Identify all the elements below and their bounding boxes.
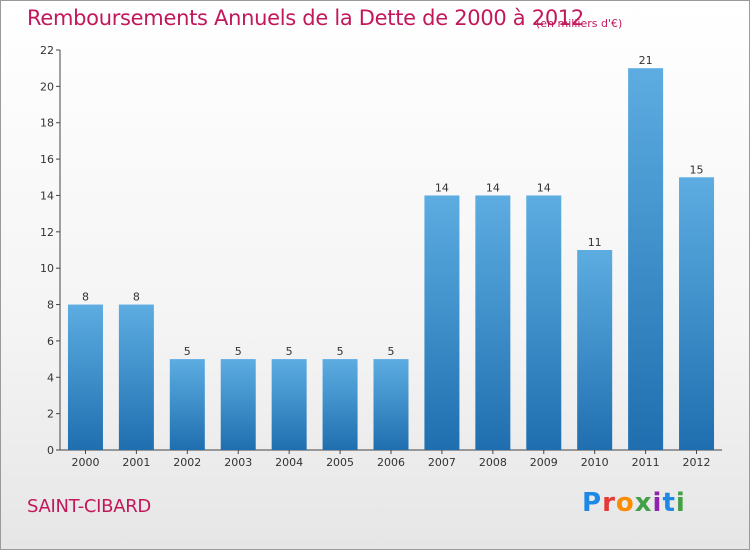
y-tick-label: 6 — [47, 335, 54, 348]
bar-2005 — [322, 359, 358, 450]
bar-2002 — [169, 359, 205, 450]
chart-title: Remboursements Annuels de la Dette de 20… — [27, 6, 584, 30]
y-tick-label: 2 — [47, 408, 54, 421]
unit-note: (en milliers d'€) — [536, 17, 623, 30]
y-tick-label: 4 — [47, 371, 54, 384]
bar-2008 — [475, 195, 511, 450]
x-tick-label-2004: 2004 — [275, 456, 303, 469]
x-tick-label-2003: 2003 — [224, 456, 252, 469]
bars-group — [67, 68, 715, 451]
x-tick-label-2009: 2009 — [530, 456, 558, 469]
commune-name: SAINT-CIBARD — [27, 496, 151, 517]
bar-value-label-2001: 8 — [133, 291, 140, 304]
y-tick-label: 10 — [40, 262, 54, 275]
bar-value-label-2004: 5 — [286, 345, 293, 358]
bar-2004 — [271, 359, 307, 450]
bar-value-label-2011: 21 — [639, 54, 653, 67]
bar-value-label-2012: 15 — [690, 163, 704, 176]
x-tick-label-2010: 2010 — [581, 456, 609, 469]
bar-2010 — [577, 250, 613, 450]
x-tick-label-2007: 2007 — [428, 456, 456, 469]
bar-2000 — [67, 304, 103, 450]
bar-value-label-2009: 14 — [537, 181, 551, 194]
y-tick-label: 0 — [47, 444, 54, 457]
bar-2003 — [220, 359, 256, 450]
x-tick-label-2012: 2012 — [683, 456, 711, 469]
bar-2001 — [118, 304, 154, 450]
y-tick-label: 22 — [40, 44, 54, 57]
proxiti-logo[interactable]: Proxiti — [582, 488, 686, 518]
y-tick-label: 12 — [40, 226, 54, 239]
bar-value-label-2010: 11 — [588, 236, 602, 249]
x-tick-label-2001: 2001 — [122, 456, 150, 469]
bar-value-label-2005: 5 — [337, 345, 344, 358]
bar-value-label-2008: 14 — [486, 181, 500, 194]
x-tick-label-2000: 2000 — [71, 456, 99, 469]
y-tick-label: 16 — [40, 153, 54, 166]
y-tick-label: 18 — [40, 117, 54, 130]
bar-value-label-2000: 8 — [82, 291, 89, 304]
x-tick-label-2002: 2002 — [173, 456, 201, 469]
bar-2012 — [679, 177, 715, 451]
labels-group: 2000 8 2001 8 2002 5 2003 5 2004 5 2005 5 2006 5 2007 1… — [71, 54, 710, 469]
y-tick-label: 14 — [40, 189, 54, 202]
bar-2007 — [424, 195, 460, 450]
bar-value-label-2002: 5 — [184, 345, 191, 358]
bar-value-label-2006: 5 — [388, 345, 395, 358]
y-tick-label: 20 — [40, 80, 54, 93]
bar-2009 — [526, 195, 562, 450]
x-tick-label-2006: 2006 — [377, 456, 405, 469]
bar-2011 — [628, 68, 664, 450]
bar-value-label-2007: 14 — [435, 181, 449, 194]
y-tick-label: 8 — [47, 299, 54, 312]
x-tick-label-2005: 2005 — [326, 456, 354, 469]
x-tick-label-2008: 2008 — [479, 456, 507, 469]
bar-value-label-2003: 5 — [235, 345, 242, 358]
bar-2006 — [373, 359, 409, 450]
x-tick-label-2011: 2011 — [632, 456, 660, 469]
